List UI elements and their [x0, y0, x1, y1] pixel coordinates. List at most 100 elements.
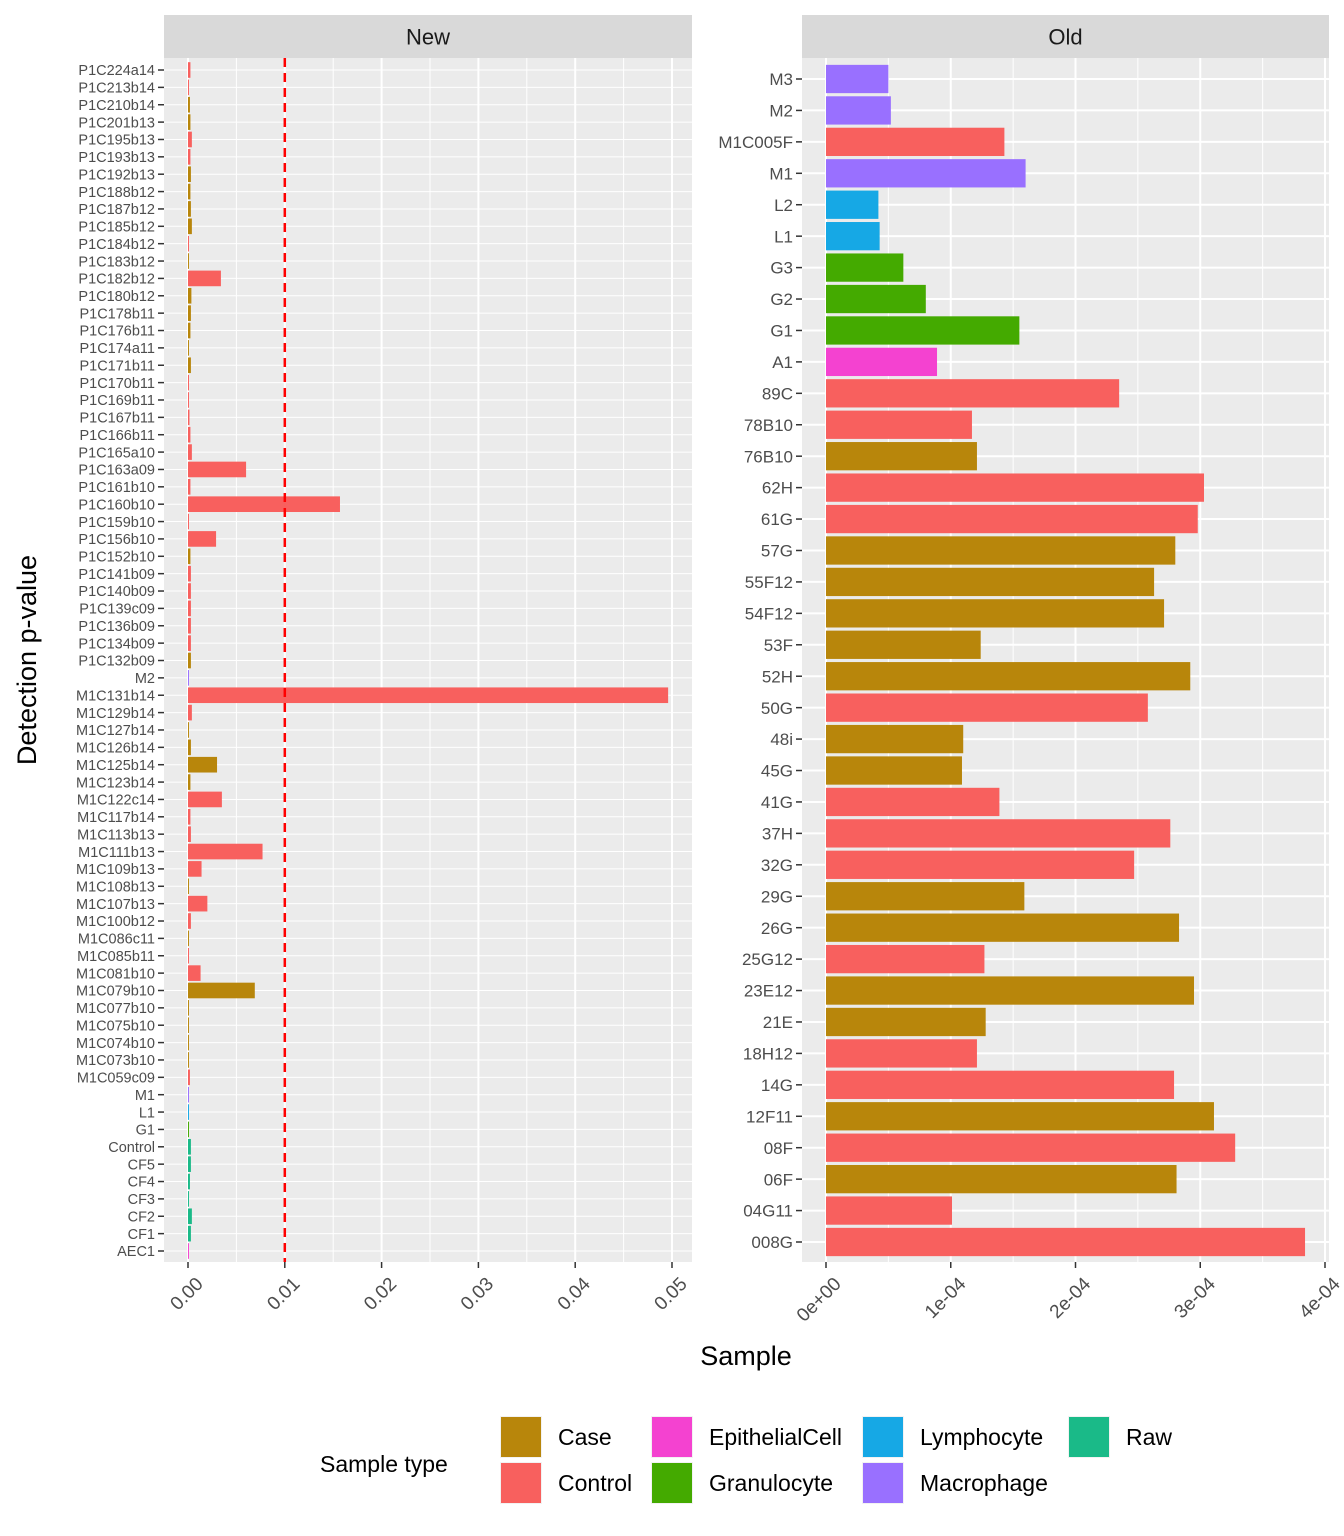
new-bar — [188, 826, 191, 842]
old-x-tick-label: 3e-04 — [1171, 1273, 1221, 1323]
new-strip — [164, 15, 692, 58]
new-bar — [188, 1052, 189, 1068]
new-bar — [188, 1121, 189, 1138]
new-bar — [188, 930, 189, 947]
new-category-label: P1C184b12 — [78, 237, 155, 253]
new-bar — [188, 913, 191, 929]
old-category-label: 41G — [761, 793, 793, 812]
new-category-label: M1C081b10 — [76, 966, 155, 982]
new-bar — [188, 791, 222, 808]
new-category-label: G1 — [136, 1123, 155, 1139]
old-category-label: L2 — [774, 196, 793, 215]
new-category-label: P1C224a14 — [78, 63, 155, 79]
old-category-label: 89C — [762, 384, 793, 403]
new-category-label: P1C192b13 — [78, 167, 155, 183]
new-category-label: P1C182b12 — [78, 272, 155, 288]
new-bar — [188, 565, 191, 582]
old-category-label: G3 — [770, 259, 793, 278]
old-category-label: 61G — [761, 510, 793, 529]
old-category-label: M3 — [769, 70, 793, 89]
old-bar — [826, 379, 1120, 408]
new-category-label: P1C136b09 — [78, 619, 155, 635]
new-category-label: CF4 — [128, 1175, 155, 1191]
new-category-label: M1C127b14 — [76, 723, 155, 739]
legend-swatch — [1069, 1417, 1109, 1457]
new-category-label: M1C131b14 — [76, 688, 155, 704]
old-strip-label: Old — [1048, 25, 1082, 50]
new-category-label: P1C156b10 — [78, 532, 155, 548]
new-bar — [188, 861, 202, 877]
new-category-label: M1C077b10 — [76, 1001, 155, 1017]
old-category-label: G1 — [770, 322, 793, 341]
new-bar — [188, 131, 192, 148]
new-x-tick-label: 0.05 — [651, 1274, 692, 1315]
new-bar — [188, 392, 189, 408]
new-bar — [188, 1017, 189, 1034]
old-bar — [826, 630, 981, 659]
old-bar — [826, 284, 926, 314]
new-category-label: M1C122c14 — [77, 793, 155, 809]
new-bar — [188, 340, 189, 356]
new-bar — [188, 1191, 189, 1207]
new-bar — [188, 287, 192, 304]
new-category-label: P1C160b10 — [78, 497, 155, 513]
old-bar — [826, 347, 938, 377]
new-bar — [188, 409, 190, 426]
new-category-label: P1C159b10 — [78, 515, 155, 531]
new-bar — [188, 947, 189, 964]
new-category-label: M1C125b14 — [76, 758, 155, 774]
new-category-label: AEC1 — [117, 1244, 155, 1260]
old-category-label: 62H — [762, 479, 793, 498]
new-bar — [188, 704, 192, 721]
legend-swatch — [501, 1417, 541, 1457]
old-category-label: 52H — [762, 667, 793, 686]
new-bar — [188, 305, 191, 321]
new-category-label: P1C187b12 — [78, 202, 155, 218]
old-bar — [826, 1133, 1236, 1162]
old-category-label: 23E12 — [744, 982, 793, 1001]
new-category-label: M1C100b12 — [76, 914, 155, 930]
old-bar — [826, 473, 1204, 502]
old-category-label: 29G — [761, 887, 793, 906]
new-category-label: P1C165a10 — [78, 445, 155, 461]
old-strip — [802, 15, 1329, 58]
new-x-tick-label: 0.02 — [360, 1274, 401, 1315]
old-bar — [826, 1102, 1214, 1131]
new-category-label: M1C074b10 — [76, 1036, 155, 1052]
new-bar — [188, 687, 669, 704]
old-category-label: 06F — [764, 1170, 793, 1189]
new-category-label: P1C174a11 — [79, 341, 155, 357]
new-x-tick-label: 0.04 — [554, 1273, 595, 1314]
old-bar — [826, 504, 1198, 534]
new-bar — [188, 843, 263, 860]
old-category-label: 26G — [761, 919, 793, 938]
new-bar — [188, 114, 191, 130]
old-bar — [826, 724, 964, 754]
new-category-label: P1C161b10 — [78, 480, 155, 496]
old-bar — [826, 316, 1020, 345]
new-bar — [188, 808, 191, 825]
new-bar — [188, 322, 191, 339]
new-category-label: M1C113b13 — [77, 827, 155, 843]
old-bar — [826, 599, 1165, 628]
old-bar — [826, 787, 1000, 817]
old-category-label: 54F12 — [745, 604, 793, 623]
old-bar — [826, 1227, 1306, 1257]
new-bar — [188, 1034, 189, 1051]
new-bar — [188, 1086, 189, 1103]
legend: Sample type Case Control EpithelialCell Gra… — [320, 1416, 1172, 1504]
old-bar — [826, 536, 1176, 565]
y-axis-title: Detection p-value — [12, 555, 42, 765]
old-x-tick-label: 2e-04 — [1046, 1273, 1096, 1323]
legend-swatch — [501, 1463, 541, 1503]
new-category-label: P1C195b13 — [78, 133, 155, 149]
new-category-label: P1C185b12 — [78, 220, 155, 236]
new-bar — [188, 756, 218, 773]
new-bar — [188, 62, 191, 78]
new-bar — [188, 1104, 189, 1120]
old-category-label: 18H12 — [743, 1045, 793, 1064]
new-x-tick-label: 0.03 — [457, 1274, 498, 1315]
old-bar — [826, 756, 962, 785]
old-bar — [826, 96, 891, 125]
